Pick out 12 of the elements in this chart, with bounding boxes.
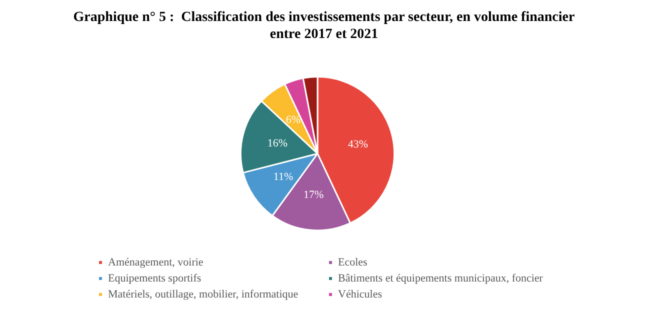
data-label: 17% <box>304 188 324 201</box>
legend-label: Equipements sportifs <box>108 272 202 284</box>
legend-label: Ecoles <box>338 256 368 268</box>
chart-title: Graphique n° 5 : Classification des investissements par secteur, en volume financier entre 2017 et 2021 <box>73 10 575 42</box>
data-label: 11% <box>273 170 294 183</box>
legend-label: Véhicules <box>338 288 382 300</box>
legend-label: Matériels, outillage, mobilier, informatique <box>108 288 298 300</box>
legend-label: Bâtiments et équipements municipaux, foncier <box>338 272 544 284</box>
data-label: 43% <box>348 138 368 151</box>
data-label: 6% <box>286 114 301 126</box>
legend-label: Aménagement, voirie <box>108 256 204 268</box>
data-label: 16% <box>267 137 288 150</box>
